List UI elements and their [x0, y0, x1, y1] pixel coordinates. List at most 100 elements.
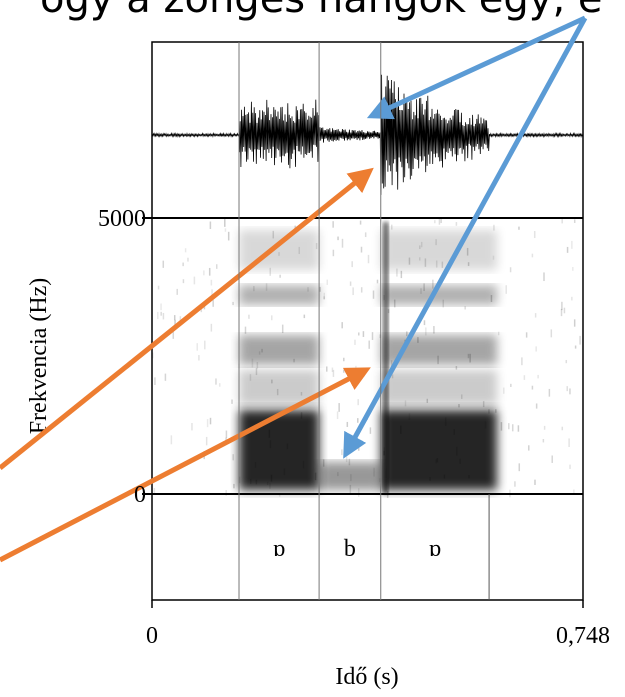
noise — [357, 488, 360, 497]
noise — [482, 401, 485, 408]
noise — [351, 261, 353, 268]
y-tick-label: 5000 — [98, 206, 146, 232]
noise — [542, 439, 545, 443]
interval-label: b — [344, 536, 356, 562]
noise — [424, 258, 427, 267]
noise — [517, 425, 520, 432]
noise — [566, 246, 569, 253]
noise — [346, 421, 349, 427]
noise — [523, 375, 526, 380]
noise — [173, 315, 176, 321]
noise — [323, 292, 326, 300]
noise — [152, 352, 154, 359]
noise — [205, 436, 208, 446]
noise — [369, 427, 372, 434]
noise — [511, 424, 514, 432]
noise — [256, 362, 259, 369]
noise — [231, 399, 233, 404]
noise — [298, 246, 301, 255]
noise — [341, 238, 344, 248]
noise — [569, 388, 571, 395]
noise — [493, 224, 495, 231]
noise — [363, 372, 365, 377]
noise — [182, 279, 185, 284]
noise — [174, 319, 176, 326]
noise — [560, 308, 563, 317]
noise — [571, 240, 573, 249]
noise — [266, 481, 269, 486]
noise — [225, 430, 228, 439]
noise — [251, 358, 254, 368]
noise — [565, 359, 568, 364]
noise — [271, 315, 273, 321]
noise — [514, 481, 516, 487]
noise — [442, 299, 445, 308]
burst — [382, 222, 389, 494]
noise — [568, 438, 570, 448]
caption: ogy a zöngés hangok egy, e — [40, 0, 603, 22]
noise — [458, 403, 460, 408]
noise — [278, 493, 281, 497]
noise — [261, 348, 263, 353]
noise — [495, 409, 497, 413]
spectral-energy — [319, 462, 381, 490]
noise — [492, 255, 495, 260]
noise — [561, 426, 564, 431]
noise — [525, 332, 528, 338]
noise — [322, 459, 325, 467]
noise — [253, 285, 255, 292]
noise — [420, 241, 423, 248]
spectral-energy — [380, 410, 498, 490]
noise — [432, 279, 434, 289]
spectral-energy — [380, 370, 498, 405]
noise — [508, 423, 510, 430]
noise — [170, 435, 173, 445]
noise — [543, 425, 546, 430]
noise — [233, 483, 235, 489]
noise — [469, 353, 471, 363]
noise — [212, 299, 214, 307]
noise — [265, 283, 268, 291]
noise — [393, 299, 396, 308]
noise — [218, 383, 221, 387]
noise — [332, 249, 335, 257]
noise — [187, 257, 189, 262]
noise — [456, 446, 458, 456]
spectral-energy — [239, 335, 320, 365]
noise — [551, 455, 553, 463]
noise — [357, 444, 360, 451]
noise — [278, 252, 280, 256]
noise — [336, 411, 339, 420]
noise — [164, 373, 167, 381]
noise — [276, 388, 279, 396]
noise — [302, 460, 305, 469]
noise — [172, 331, 175, 339]
noise — [390, 360, 393, 368]
noise — [423, 283, 425, 292]
noise — [258, 351, 261, 355]
noise — [383, 450, 385, 456]
noise — [360, 287, 363, 293]
noise — [248, 314, 250, 319]
noise — [211, 289, 213, 297]
noise — [191, 422, 193, 431]
noise — [521, 357, 523, 366]
noise — [438, 218, 441, 225]
noise — [348, 458, 351, 466]
noise — [209, 221, 212, 229]
noise — [368, 340, 370, 349]
noise — [433, 326, 435, 334]
noise — [249, 478, 252, 484]
noise — [364, 232, 367, 238]
noise — [376, 279, 379, 284]
noise — [342, 369, 345, 373]
noise — [429, 477, 431, 481]
x-axis-label: Idő (s) — [335, 664, 398, 690]
noise — [359, 220, 362, 225]
noise — [400, 270, 403, 279]
noise — [294, 225, 296, 229]
noise — [387, 309, 390, 314]
noise — [406, 331, 408, 337]
noise — [210, 279, 213, 286]
noise — [357, 399, 359, 406]
